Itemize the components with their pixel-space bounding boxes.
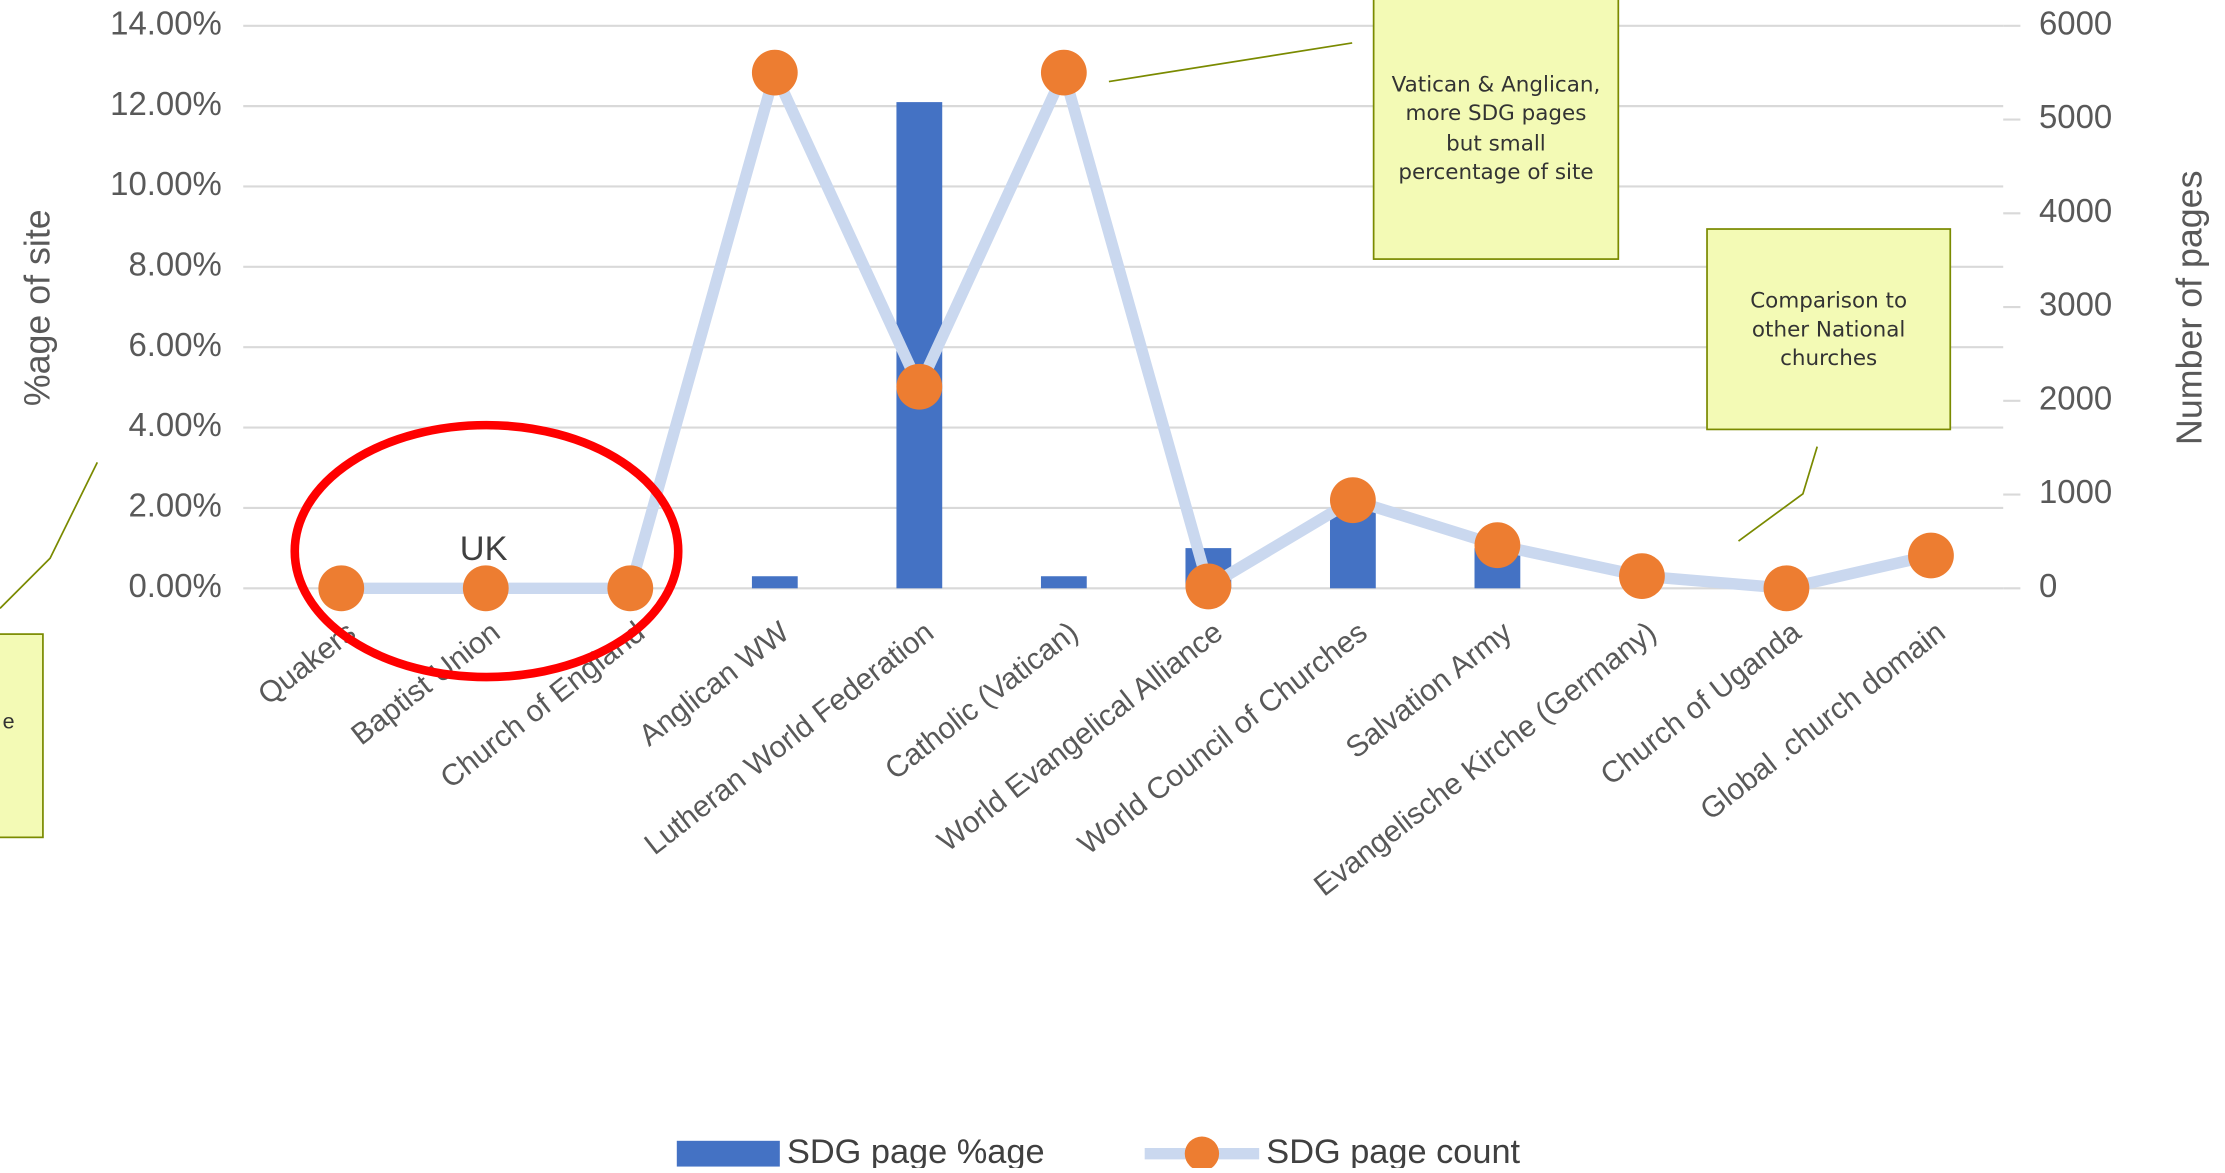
callout: Comparison to other National churches	[1750, 287, 1908, 371]
leader-line	[1737, 446, 1819, 542]
y-tick-label: 0.00%	[128, 567, 221, 604]
line	[341, 66, 1933, 595]
y-tick-label: 6.00%	[128, 326, 221, 363]
bar	[1040, 576, 1087, 589]
y2-tick-label: 4000	[2039, 192, 2112, 229]
callout-text: Vatican & Anglican, more SDG pages but s…	[1391, 71, 1601, 185]
y-tick-label: 8.00%	[128, 246, 221, 283]
marker	[896, 363, 943, 410]
leader-line	[1108, 42, 1353, 83]
y-tick-label: 14.00%	[110, 4, 222, 41]
bar	[751, 576, 798, 589]
x-tick-label: Global .church domain	[1694, 616, 1951, 827]
callout-box	[0, 633, 44, 839]
x-tick-label: Quakers	[252, 616, 362, 712]
y2-tick-label: 5000	[2039, 98, 2112, 135]
legend: SDG page %age SDG page count	[676, 1133, 1521, 1171]
y-tick-label: 10.00%	[110, 165, 222, 202]
legend-label: SDG page %age	[787, 1133, 1045, 1168]
legend-swatch	[1184, 1136, 1220, 1171]
y2-tick-label: 1000	[2039, 473, 2112, 510]
y2-axis-title: Number of pages	[2170, 171, 2210, 445]
x-tick-label: Lutheran World Federation	[638, 616, 939, 862]
y-tick-label: 12.00%	[110, 85, 222, 122]
callout-text: Comparison to other National churches	[1750, 287, 1908, 371]
marker	[607, 565, 654, 612]
marker	[1474, 522, 1521, 569]
plot	[318, 49, 1954, 612]
y-tick-label: 2.00%	[128, 487, 221, 524]
marker	[751, 49, 798, 96]
callout-box	[1706, 228, 1952, 431]
marker	[1040, 49, 1087, 96]
marker	[1908, 532, 1954, 579]
x-tick-label: World Evangelical Alliance	[931, 616, 1229, 859]
highlight-ellipse	[290, 420, 683, 682]
marker	[462, 565, 509, 612]
y2-tick-label: 3000	[2039, 286, 2112, 323]
legend-label: SDG page count	[1266, 1133, 1520, 1168]
leader-line	[0, 461, 99, 609]
callout-text: e	[3, 710, 15, 734]
y2-tick-label: 2000	[2039, 379, 2112, 416]
marker	[1329, 477, 1376, 524]
callout-box	[1372, 0, 1620, 260]
y2-tick-label: 6000	[2039, 4, 2112, 41]
callout: Vatican & Anglican, more SDG pages but s…	[1391, 71, 1601, 185]
uk-label: UK	[460, 530, 508, 568]
marker	[1619, 553, 1665, 600]
x-tick-label: World Council of Churches	[1072, 616, 1373, 862]
y-tick-label: 4.00%	[128, 406, 221, 443]
marker	[318, 565, 365, 612]
y2-tick-label: 0	[2039, 567, 2057, 604]
marker	[1185, 563, 1232, 610]
y-axis-title: %age of site	[18, 209, 58, 406]
grid: 0.00% 2.00% 4.00% 6.00% 8.00% 10.00% 12.00% 14.…	[110, 4, 2112, 902]
marker	[1763, 565, 1810, 612]
legend-swatch	[676, 1140, 780, 1167]
